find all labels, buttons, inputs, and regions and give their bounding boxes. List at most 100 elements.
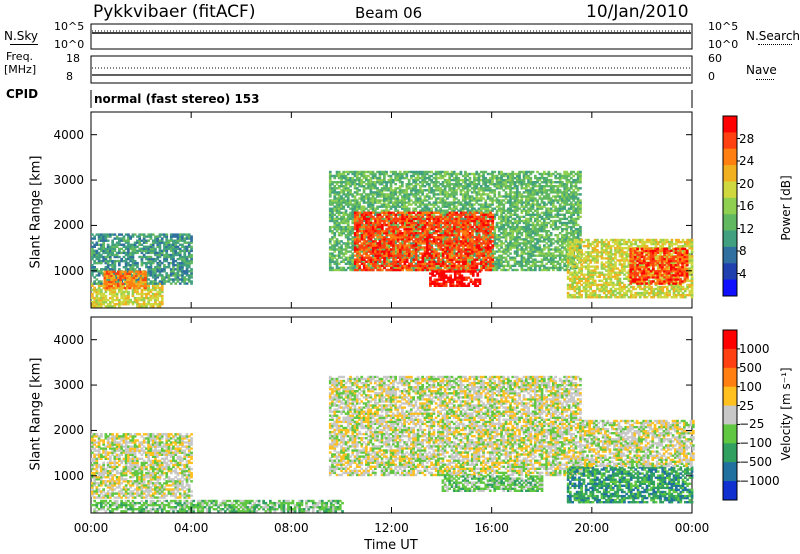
power-cell [97, 272, 101, 275]
power-cell [335, 262, 339, 265]
power-cell [369, 187, 373, 190]
power-cell [452, 172, 456, 176]
power-cell [383, 170, 386, 174]
power-cell [185, 233, 189, 236]
power-cell [160, 290, 164, 294]
power-cell [378, 211, 382, 214]
power-cell [513, 256, 517, 259]
power-cell [174, 272, 178, 275]
power-cell [432, 189, 436, 192]
power-cell [493, 183, 497, 186]
power-cell [534, 174, 537, 178]
power-cell [412, 181, 415, 184]
power-cell [561, 260, 564, 263]
power-cell [172, 241, 175, 244]
power-cell [385, 213, 388, 216]
power-cell [457, 203, 461, 206]
power-cell [136, 249, 139, 253]
power-cell [457, 225, 461, 229]
power-cell [362, 174, 366, 178]
power-cell [374, 238, 377, 241]
power-cell [401, 183, 404, 186]
power-cell [349, 185, 352, 188]
power-cell [119, 282, 122, 286]
power-cell [97, 296, 101, 300]
power-cell [556, 250, 560, 253]
power-cell [133, 247, 137, 251]
power-cell [518, 195, 521, 198]
power-cell [446, 201, 449, 204]
power-cell [131, 243, 135, 246]
power-cell [115, 235, 119, 238]
power-cell [160, 284, 164, 287]
power-cell [136, 298, 139, 302]
power-cell [136, 266, 139, 269]
power-cell [441, 211, 445, 214]
power-cell [412, 174, 415, 178]
power-cell [457, 199, 461, 202]
power-cell [362, 201, 366, 204]
power-cell [502, 242, 506, 245]
power-cell [340, 244, 343, 247]
power-cell [452, 248, 456, 251]
power-cell [340, 221, 343, 225]
power-cell [133, 241, 137, 244]
power-cell [358, 236, 361, 239]
power-cell [109, 301, 112, 304]
power-cell [117, 272, 120, 275]
power-cell [156, 255, 160, 259]
power-cell [335, 170, 339, 174]
power-cell [385, 197, 388, 200]
power-cell [513, 181, 517, 184]
power-cell [479, 174, 483, 178]
power-cell [392, 195, 395, 198]
power-cell [410, 174, 413, 178]
power-cell [158, 251, 162, 255]
power-cell [158, 243, 162, 246]
power-cell [473, 187, 476, 190]
power-cell [190, 261, 193, 265]
power-cell [340, 203, 343, 206]
power-cell [387, 195, 391, 198]
power-cell [371, 185, 375, 188]
power-cell [446, 225, 449, 229]
power-cell [337, 225, 341, 229]
power-cell [358, 185, 361, 188]
power-cell [531, 240, 535, 243]
power-cell [396, 213, 400, 216]
power-cell [401, 172, 404, 176]
power-cell [142, 301, 146, 304]
power-cell [455, 176, 458, 180]
power-cell [160, 233, 164, 236]
power-cell [120, 237, 123, 240]
power-cell [342, 232, 346, 235]
power-cell [331, 252, 334, 255]
power-cell [160, 278, 164, 281]
power-cell [158, 270, 162, 273]
power-cell [459, 207, 463, 210]
power-cell [124, 303, 128, 306]
power-cell [423, 213, 427, 216]
power-cell [468, 172, 472, 176]
power-cell [93, 288, 96, 292]
power-cell [351, 256, 355, 259]
power-cell [183, 261, 187, 265]
power-cell [419, 170, 422, 174]
power-cell [169, 239, 173, 242]
power-cell [394, 256, 397, 259]
power-cell [369, 199, 373, 202]
power-cell [158, 272, 162, 275]
power-cell [511, 256, 515, 259]
power-cell [403, 172, 406, 176]
power-cell [97, 286, 101, 290]
power-cell [139, 272, 143, 275]
power-cell [351, 254, 355, 257]
power-cell [389, 178, 393, 182]
power-cell [142, 288, 146, 292]
power-cell [328, 178, 332, 182]
power-cell [91, 266, 94, 269]
power-cell [337, 185, 341, 188]
power-cell [118, 305, 121, 308]
power-cell [128, 286, 131, 290]
power-cell [540, 185, 544, 188]
